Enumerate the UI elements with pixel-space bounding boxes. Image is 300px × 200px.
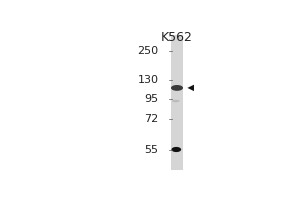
Polygon shape — [188, 85, 194, 91]
Text: 72: 72 — [144, 114, 158, 124]
Text: K562: K562 — [161, 31, 193, 44]
Text: 130: 130 — [137, 75, 158, 85]
Text: 55: 55 — [144, 145, 158, 155]
Ellipse shape — [172, 100, 180, 102]
Text: 95: 95 — [144, 94, 158, 104]
Ellipse shape — [171, 85, 183, 91]
Ellipse shape — [171, 147, 181, 152]
Bar — [171, 35, 183, 170]
Text: 250: 250 — [137, 46, 158, 56]
